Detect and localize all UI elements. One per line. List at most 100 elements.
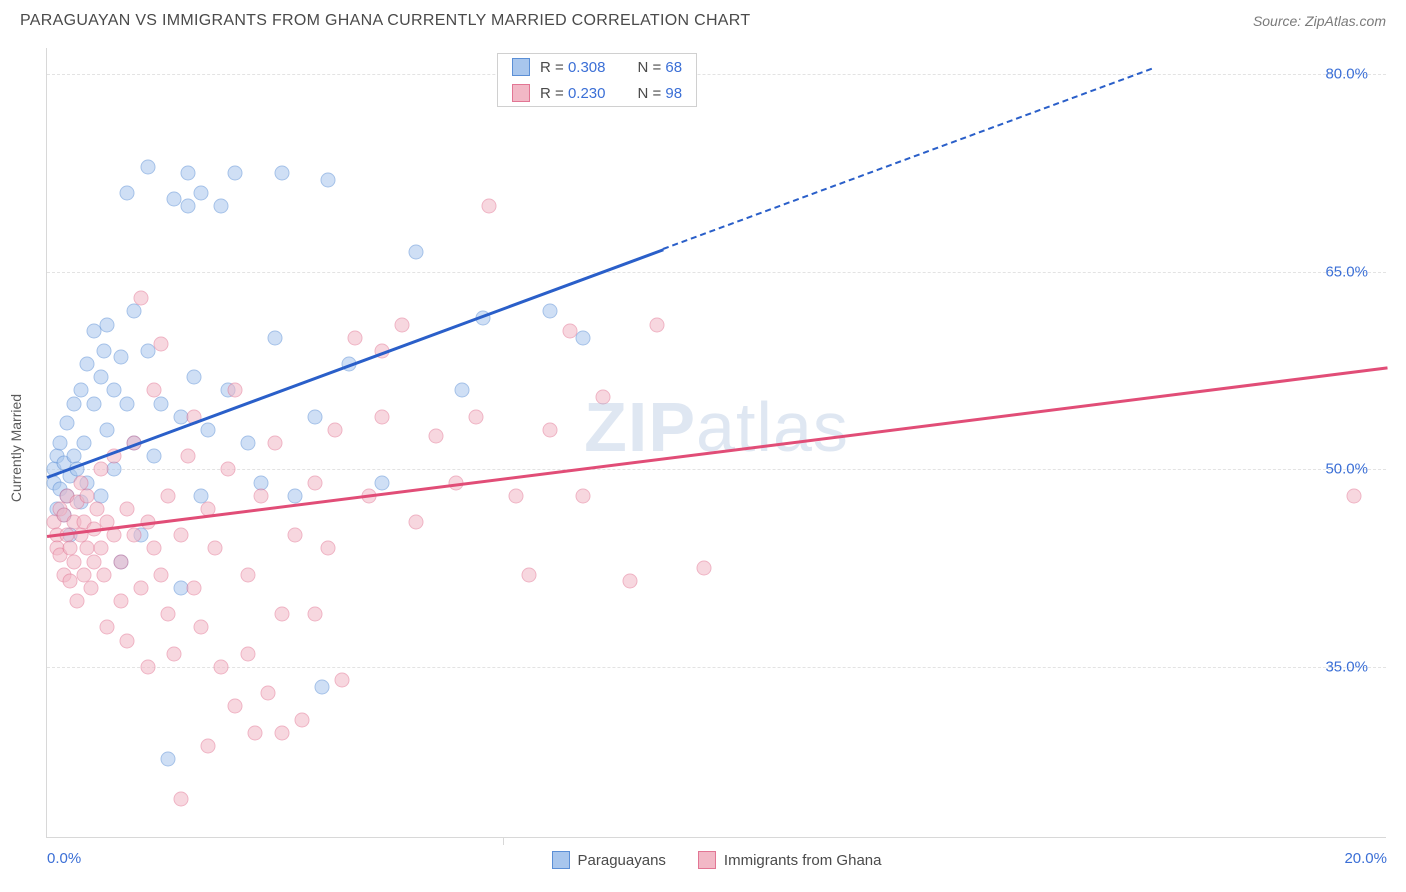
- data-point-ghana: [1346, 488, 1361, 503]
- grid-line: [47, 469, 1386, 470]
- y-tick-label: 50.0%: [1325, 461, 1368, 478]
- series-legend: Paraguayans Immigrants from Ghana: [47, 851, 1386, 869]
- data-point-ghana: [294, 712, 309, 727]
- data-point-ghana: [120, 501, 135, 516]
- trend-line-ext-paraguayans: [663, 68, 1153, 250]
- data-point-ghana: [241, 646, 256, 661]
- data-point-ghana: [308, 475, 323, 490]
- data-point-paraguayans: [140, 159, 155, 174]
- data-point-ghana: [334, 673, 349, 688]
- chart-plot-area: ZIPatlas 35.0%50.0%65.0%80.0%0.0%20.0% R…: [46, 48, 1386, 838]
- data-point-paraguayans: [147, 449, 162, 464]
- data-point-paraguayans: [227, 166, 242, 181]
- data-point-ghana: [93, 541, 108, 556]
- swatch-ghana: [512, 84, 530, 102]
- data-point-paraguayans: [308, 409, 323, 424]
- data-point-ghana: [180, 449, 195, 464]
- data-point-paraguayans: [100, 317, 115, 332]
- data-point-ghana: [140, 659, 155, 674]
- r-label: R = 0.308: [540, 59, 605, 76]
- data-point-ghana: [107, 528, 122, 543]
- data-point-ghana: [66, 554, 81, 569]
- data-point-ghana: [220, 462, 235, 477]
- data-point-ghana: [509, 488, 524, 503]
- data-point-paraguayans: [408, 245, 423, 260]
- data-point-ghana: [308, 607, 323, 622]
- data-point-ghana: [241, 567, 256, 582]
- data-point-ghana: [100, 620, 115, 635]
- data-point-ghana: [86, 554, 101, 569]
- data-point-paraguayans: [375, 475, 390, 490]
- data-point-ghana: [70, 594, 85, 609]
- data-point-paraguayans: [66, 396, 81, 411]
- data-point-ghana: [522, 567, 537, 582]
- data-point-ghana: [174, 791, 189, 806]
- data-point-ghana: [194, 620, 209, 635]
- data-point-ghana: [83, 580, 98, 595]
- data-point-ghana: [649, 317, 664, 332]
- data-point-ghana: [328, 422, 343, 437]
- data-point-paraguayans: [120, 185, 135, 200]
- data-point-paraguayans: [86, 396, 101, 411]
- data-point-ghana: [267, 436, 282, 451]
- data-point-ghana: [90, 501, 105, 516]
- n-label: N = 68: [637, 59, 682, 76]
- data-point-ghana: [482, 199, 497, 214]
- data-point-ghana: [321, 541, 336, 556]
- y-tick-label: 35.0%: [1325, 658, 1368, 675]
- data-point-paraguayans: [576, 330, 591, 345]
- trend-line-paraguayans: [47, 248, 664, 478]
- y-tick-label: 65.0%: [1325, 263, 1368, 280]
- data-point-ghana: [147, 383, 162, 398]
- data-point-paraguayans: [80, 357, 95, 372]
- data-point-paraguayans: [73, 383, 88, 398]
- data-point-paraguayans: [127, 304, 142, 319]
- data-point-paraguayans: [455, 383, 470, 398]
- data-point-ghana: [127, 528, 142, 543]
- data-point-ghana: [596, 389, 611, 404]
- data-point-ghana: [576, 488, 591, 503]
- y-tick-label: 80.0%: [1325, 66, 1368, 83]
- data-point-ghana: [160, 607, 175, 622]
- data-point-ghana: [348, 330, 363, 345]
- stats-legend: R = 0.308N = 68R = 0.230N = 98: [497, 53, 697, 107]
- data-point-paraguayans: [107, 462, 122, 477]
- y-axis-title: Currently Married: [8, 394, 24, 502]
- data-point-ghana: [167, 646, 182, 661]
- data-point-paraguayans: [53, 436, 68, 451]
- data-point-ghana: [287, 528, 302, 543]
- data-point-ghana: [147, 541, 162, 556]
- data-point-ghana: [93, 462, 108, 477]
- n-label: N = 98: [637, 85, 682, 102]
- data-point-ghana: [174, 528, 189, 543]
- data-point-paraguayans: [321, 172, 336, 187]
- data-point-paraguayans: [160, 752, 175, 767]
- data-point-ghana: [696, 561, 711, 576]
- data-point-ghana: [96, 567, 111, 582]
- x-minor-tick: [503, 837, 504, 845]
- data-point-ghana: [227, 699, 242, 714]
- data-point-paraguayans: [200, 422, 215, 437]
- data-point-ghana: [207, 541, 222, 556]
- legend-label: Paraguayans: [578, 852, 666, 869]
- data-point-paraguayans: [153, 396, 168, 411]
- data-point-paraguayans: [214, 199, 229, 214]
- data-point-ghana: [395, 317, 410, 332]
- swatch-paraguayans: [512, 58, 530, 76]
- legend-item-ghana: Immigrants from Ghana: [698, 851, 882, 869]
- data-point-ghana: [468, 409, 483, 424]
- stats-row-paraguayans: R = 0.308 N = 68: [498, 54, 696, 80]
- data-point-paraguayans: [194, 185, 209, 200]
- grid-line: [47, 272, 1386, 273]
- data-point-paraguayans: [542, 304, 557, 319]
- legend-item-paraguayans: Paraguayans: [552, 851, 666, 869]
- data-point-paraguayans: [287, 488, 302, 503]
- grid-line: [47, 667, 1386, 668]
- data-point-paraguayans: [180, 199, 195, 214]
- data-point-paraguayans: [241, 436, 256, 451]
- data-point-paraguayans: [180, 166, 195, 181]
- grid-line: [47, 74, 1386, 75]
- legend-label: Immigrants from Ghana: [724, 852, 882, 869]
- data-point-ghana: [428, 429, 443, 444]
- data-point-paraguayans: [120, 396, 135, 411]
